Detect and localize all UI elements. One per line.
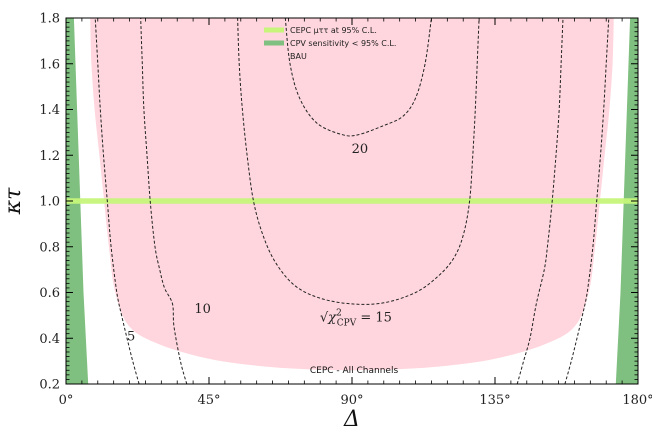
bau-region <box>90 18 614 371</box>
x-tick-label-3: 135° <box>479 393 510 408</box>
y-tick-label-5: 1.2 <box>39 149 60 164</box>
contour-label-15: √χ2 CPV = 15 <box>320 308 392 328</box>
contour-line-4 <box>237 18 480 305</box>
legend-label-0: CEPC μττ at 95% C.L. <box>290 26 377 35</box>
contour-label-1: 10 <box>194 302 211 317</box>
legend-swatch-0 <box>264 27 284 33</box>
x-tick-label-4: 180° <box>622 393 652 408</box>
annotation-cepc: CEPC - All Channels <box>310 366 399 376</box>
contour-label-2: 20 <box>352 142 369 157</box>
y-tick-label-0: 0.2 <box>39 378 60 393</box>
x-tick-label-1: 45° <box>197 393 220 408</box>
contour-line-3 <box>516 18 564 384</box>
ticks: 0° 45° 90° 135° 180° 0.2 0.4 0.6 0.8 1.0 1.2 1.4 1.6… <box>39 12 652 409</box>
legend-label-1: CPV sensitivity < 95% C.L. <box>290 39 396 48</box>
contour-labels: 5 10 20 √χ2 CPV = 15 <box>127 142 392 345</box>
cepc-band-group <box>66 198 638 204</box>
contour-line-0 <box>94 18 140 384</box>
y-tick-label-8: 1.8 <box>39 12 60 27</box>
formula-part-0: √ <box>320 310 329 325</box>
x-tick-label-2: 90° <box>340 393 363 408</box>
contours <box>94 18 610 384</box>
y-axis-label: κτ <box>1 187 26 215</box>
contour-line-5 <box>284 18 432 137</box>
y-tick-label-2: 0.6 <box>39 286 60 301</box>
formula-part-2: 2 <box>336 308 342 318</box>
legend: CEPC μττ at 95% C.L. CPV sensitivity < 95… <box>264 26 396 61</box>
legend-label-2: BAU <box>290 52 307 61</box>
y-tick-label-7: 1.6 <box>39 57 60 72</box>
formula-part-3: CPV <box>337 318 357 328</box>
contour-label-0: 5 <box>127 330 135 345</box>
formula-part-4: = 15 <box>356 310 392 325</box>
formula-part-1: χ <box>327 310 337 325</box>
contour-line-1 <box>564 18 610 384</box>
legend-swatch-1 <box>264 40 284 46</box>
y-tick-label-3: 0.8 <box>39 240 60 255</box>
y-tick-label-4: 1.0 <box>39 195 60 210</box>
cepc-band <box>66 198 638 204</box>
x-axis-label: Δ <box>343 407 360 432</box>
x-tick-label-0: 0° <box>59 393 74 408</box>
y-axis-label-text: κτ <box>1 187 26 215</box>
y-tick-label-1: 0.4 <box>39 332 60 347</box>
y-tick-label-6: 1.4 <box>39 103 60 118</box>
legend-swatch-2 <box>264 53 284 59</box>
contour-line-2 <box>140 18 188 384</box>
